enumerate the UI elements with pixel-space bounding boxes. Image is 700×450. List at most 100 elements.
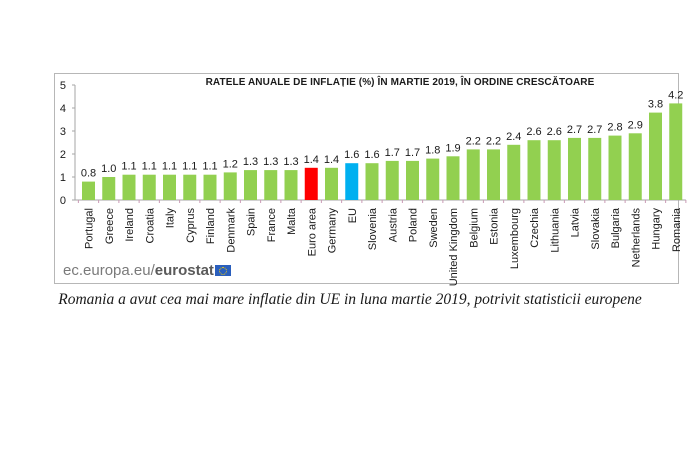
data-label: 2.6: [547, 126, 562, 138]
bar-latvia: [568, 137, 581, 200]
bar-greece: [102, 177, 116, 200]
data-label: 1.3: [243, 156, 258, 168]
y-tick-label: 4: [60, 103, 66, 115]
bar-germany: [325, 167, 338, 200]
x-tick-label: Spain: [246, 208, 258, 236]
x-tick-label: Estonia: [489, 207, 501, 245]
x-tick-label: Ireland: [124, 208, 136, 242]
data-label: 1.3: [263, 156, 278, 168]
data-label: 1.8: [425, 145, 440, 157]
y-tick-label: 2: [60, 149, 66, 161]
bar-france: [264, 170, 278, 200]
x-tick-label: Latvia: [570, 207, 582, 237]
data-label: 2.9: [628, 119, 643, 131]
data-label: 4.2: [668, 89, 683, 101]
bar-poland: [406, 160, 419, 200]
x-tick-label: Slovenia: [367, 207, 379, 250]
chart-title: RATELE ANUALE DE INFLAȚIE (%) ÎN MARTIE …: [205, 77, 595, 88]
bar-slovenia: [365, 163, 379, 200]
bar-romania: [669, 103, 683, 200]
data-label: 2.8: [607, 122, 622, 134]
bar-finland: [203, 174, 217, 200]
x-tick-label: Romania: [671, 207, 683, 252]
x-tick-label: Croatia: [144, 207, 156, 243]
data-label: 1.7: [405, 147, 420, 159]
bar-united-kingdom: [446, 156, 460, 200]
data-label: 2.4: [506, 131, 521, 143]
bar-eu: [345, 163, 359, 200]
data-label: 2.7: [567, 124, 582, 136]
bar-sweden: [426, 158, 440, 200]
x-tick-label: Malta: [286, 207, 298, 235]
source-brand: eurostat: [154, 262, 214, 279]
bar-denmark: [223, 172, 237, 200]
x-tick-label: United Kingdom: [448, 208, 460, 286]
bar-chart: 0 1 2 3 4 5 0.8 1.0 1.1 1.1 1.1 1.1 1.1 1.2 1.3 1.3 1.3…: [60, 80, 687, 286]
y-tick-label: 5: [60, 80, 66, 92]
bar-ireland: [122, 174, 136, 200]
x-tick-label: Hungary: [651, 208, 663, 250]
data-label: 1.2: [223, 158, 238, 170]
y-tick-label: 0: [60, 195, 66, 207]
eu-flag-icon: [214, 265, 231, 276]
data-label: 1.1: [202, 161, 217, 173]
source-link[interactable]: ec.europa.eu/eurostat: [63, 262, 231, 279]
bar-hungary: [649, 112, 662, 200]
image-caption: Romania a avut cea mai mare inflatie din…: [58, 291, 642, 308]
data-label: 1.7: [385, 147, 400, 159]
bar-luxembourg: [507, 144, 521, 200]
x-tick-label: Czechia: [529, 207, 541, 248]
data-label: 1.0: [101, 163, 116, 175]
data-label: 1.1: [182, 161, 197, 173]
data-label: 2.2: [486, 135, 501, 147]
x-tick-label: Denmark: [225, 208, 237, 253]
data-label: 2.7: [587, 124, 602, 136]
source-prefix: ec.europa.eu/: [63, 262, 155, 279]
data-label: 1.1: [142, 161, 157, 173]
bar-lithuania: [547, 140, 561, 200]
x-tick-label: Portugal: [84, 208, 96, 249]
y-tick-label: 3: [60, 126, 66, 138]
bar-belgium: [466, 149, 480, 200]
x-tick-label: Belgium: [468, 208, 480, 248]
data-label: 1.1: [162, 161, 177, 173]
x-tick-label: Cyprus: [185, 208, 197, 243]
data-label: 1.1: [121, 161, 136, 173]
x-tick-label: Austria: [387, 207, 399, 242]
data-label: 0.8: [81, 168, 96, 180]
bar-spain: [244, 170, 257, 200]
x-tick-label: Luxembourg: [509, 208, 521, 269]
x-tick-label: Euro area: [306, 207, 318, 256]
x-tick-label: Italy: [165, 208, 177, 229]
data-label: 1.4: [304, 154, 319, 166]
data-label: 2.2: [466, 135, 481, 147]
bar-italy: [163, 174, 176, 200]
x-tick-label: Bulgaria: [610, 207, 622, 248]
x-tick-label: Poland: [408, 208, 420, 242]
bar-bulgaria: [608, 135, 622, 200]
y-tick-label: 1: [60, 172, 66, 184]
bar-euro-area: [304, 167, 318, 200]
data-label: 1.3: [283, 156, 298, 168]
x-tick-label: Slovakia: [590, 207, 602, 249]
bar-austria: [385, 160, 399, 200]
bar-malta: [284, 170, 298, 200]
data-label: 3.8: [648, 99, 663, 111]
data-label: 1.4: [324, 154, 339, 166]
x-tick-label: EU: [347, 208, 359, 223]
x-tick-label: Greece: [104, 208, 116, 244]
x-tick-labels: Portugal Greece Ireland Croatia Italy Cyprus F…: [84, 207, 683, 286]
axes: 0 1 2 3 4 5: [60, 80, 687, 207]
bar-estonia: [487, 149, 500, 200]
bar-czechia: [527, 140, 541, 200]
bar-slovakia: [588, 137, 602, 200]
data-label: 1.6: [364, 149, 379, 161]
data-label: 1.6: [344, 149, 359, 161]
bar-netherlands: [628, 133, 642, 200]
x-tick-label: Germany: [327, 208, 339, 254]
x-tick-label: Lithuania: [549, 207, 561, 253]
data-label: 2.6: [526, 126, 541, 138]
x-tick-label: Sweden: [428, 208, 440, 248]
data-label: 1.9: [445, 142, 460, 154]
data-labels: 0.8 1.0 1.1 1.1 1.1 1.1 1.1 1.2 1.3 1.3 1.3 1.4 1.4 1…: [81, 89, 684, 179]
